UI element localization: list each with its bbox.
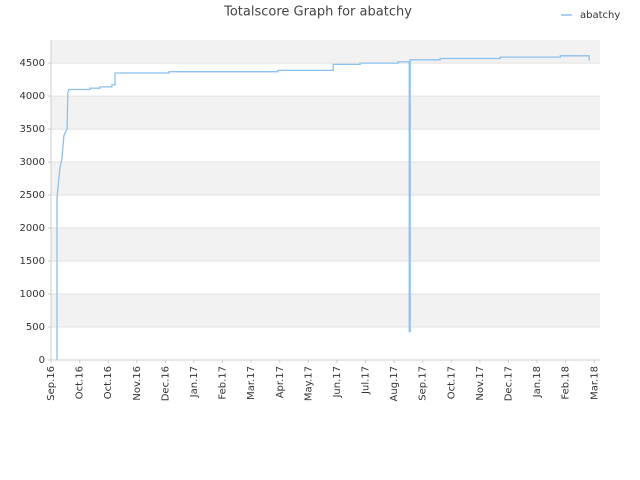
x-tick-label: Jan.18 xyxy=(532,366,543,398)
y-tick-label: 0 xyxy=(39,355,45,366)
grid-band xyxy=(51,96,600,130)
x-tick-label: Nov.16 xyxy=(132,366,143,401)
x-tick-label: Jan.17 xyxy=(189,366,200,398)
grid-band xyxy=(51,228,600,262)
x-tick-label: Jun.17 xyxy=(332,366,343,399)
y-tick-label: 1000 xyxy=(20,289,45,300)
y-tick-label: 2000 xyxy=(20,223,45,234)
grid-band xyxy=(51,162,600,196)
legend-label: abatchy xyxy=(580,10,620,21)
chart-title: Totalscore Graph for abatchy xyxy=(223,5,412,20)
y-tick-label: 2500 xyxy=(20,190,45,201)
x-tick-label: Oct.16 xyxy=(75,366,86,399)
series-line xyxy=(56,55,590,360)
x-tick-label: Dec.16 xyxy=(160,366,171,401)
x-tick-label: Sep.16 xyxy=(46,366,57,401)
x-tick-label: Feb.17 xyxy=(218,366,229,400)
grid-band xyxy=(51,294,600,328)
x-tick-label: Aug.17 xyxy=(389,366,400,401)
x-tick-label: Oct.16 xyxy=(103,366,114,399)
y-tick-label: 3500 xyxy=(20,124,45,135)
y-tick-label: 3000 xyxy=(20,157,45,168)
y-tick-label: 4500 xyxy=(20,58,45,69)
y-tick-label: 1500 xyxy=(20,256,45,267)
x-tick-label: Jul.17 xyxy=(361,366,372,395)
x-tick-label: Oct.17 xyxy=(446,366,457,399)
x-tick-label: Nov.17 xyxy=(475,366,486,401)
y-tick-label: 4000 xyxy=(20,91,45,102)
y-tick-label: 500 xyxy=(26,322,45,333)
x-tick-label: Sep.17 xyxy=(418,366,429,401)
x-tick-label: May.17 xyxy=(303,366,314,401)
x-tick-label: Feb.18 xyxy=(561,366,572,400)
x-tick-label: Dec.17 xyxy=(504,366,515,401)
x-tick-label: Mar.18 xyxy=(589,366,600,400)
x-tick-label: Mar.17 xyxy=(246,366,257,400)
x-tick-label: Apr.17 xyxy=(275,366,286,398)
grid-band xyxy=(51,40,600,64)
